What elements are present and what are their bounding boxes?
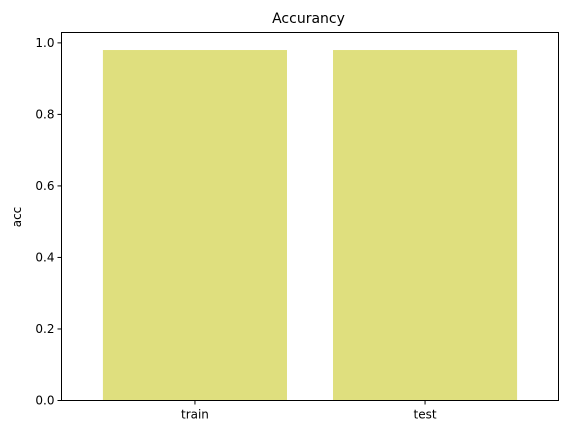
y-tick-label: 0.2 — [35, 322, 54, 336]
bar-test — [333, 50, 518, 401]
y-tick-label: 0.0 — [35, 394, 54, 408]
bars-group — [102, 50, 518, 401]
y-tick-label: 0.4 — [35, 250, 54, 264]
y-tick-label: 0.6 — [35, 179, 54, 193]
x-axis-ticks: train test — [181, 400, 437, 422]
y-axis-ticks: 0.0 0.2 0.4 0.6 0.8 1.0 — [35, 36, 62, 408]
plot-frame — [61, 32, 559, 401]
chart-title: Accurancy — [272, 11, 345, 27]
x-tick-label: train — [181, 408, 209, 422]
bar-train — [102, 50, 287, 401]
y-tick-label: 1.0 — [35, 36, 54, 50]
x-tick-label: test — [414, 408, 437, 422]
y-axis-title: acc — [10, 207, 24, 228]
y-tick-label: 0.8 — [35, 107, 54, 121]
